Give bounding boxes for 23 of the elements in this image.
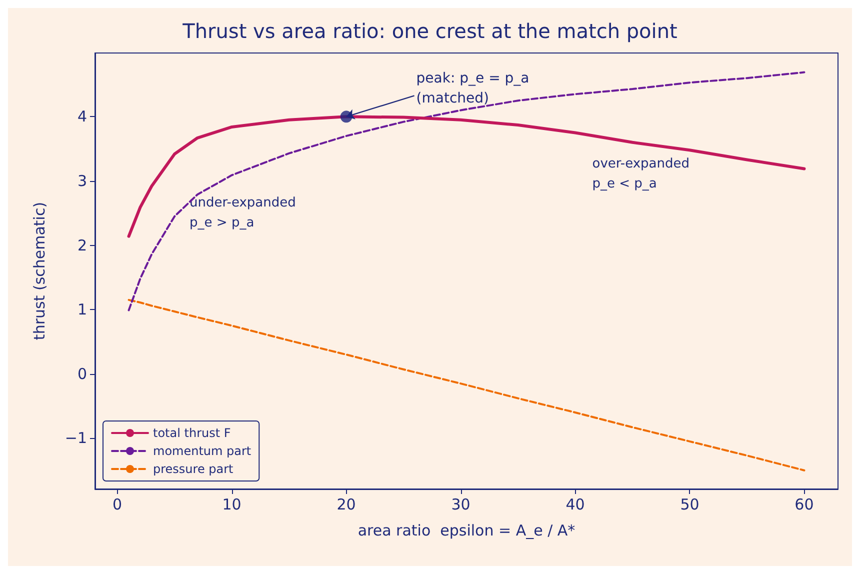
y-tick-label: 0 [77, 364, 87, 383]
chart-title: Thrust vs area ratio: one crest at the match point [182, 19, 678, 43]
y-tick-label: 1 [77, 300, 87, 319]
y-tick-label: 3 [77, 172, 87, 190]
annotation: peak: p_e = p_a (matched) [416, 70, 530, 107]
y-axis-title: thrust (schematic) [30, 202, 48, 340]
x-tick-label: 10 [222, 496, 242, 514]
y-tick-label: −1 [64, 429, 87, 448]
x-tick-label: 30 [451, 496, 470, 514]
annotation: under-expanded p_e > p_a [190, 196, 296, 231]
legend-label: momentum part [153, 444, 252, 458]
x-tick-label: 20 [336, 496, 356, 514]
line-series [128, 71, 806, 312]
x-tick-label: 40 [566, 496, 585, 514]
y-tick-label: 4 [77, 108, 87, 126]
x-axis-title: area ratio epsilon = A_e / A* [358, 522, 576, 540]
legend-label: total thrust F [153, 426, 231, 440]
x-tick-label: 0 [112, 496, 122, 514]
x-tick-label: 60 [794, 496, 814, 514]
x-tick-label: 50 [680, 496, 700, 514]
y-tick-label: 2 [77, 236, 87, 254]
annotation: over-expanded p_e < p_a [592, 156, 690, 192]
legend-label: pressure part [153, 462, 234, 476]
